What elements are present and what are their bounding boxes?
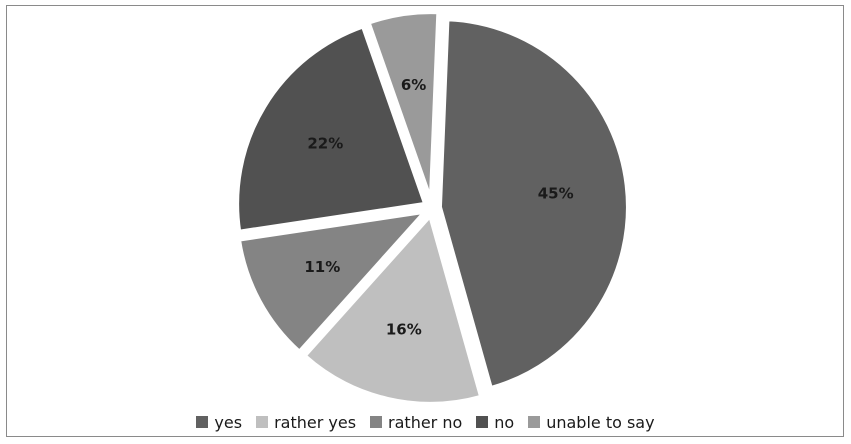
pie-slice-unable-to-say: [366, 10, 441, 201]
legend-swatch: [370, 416, 383, 428]
pie-slice-no: [235, 23, 428, 234]
legend-item-rather-yes: rather yes: [256, 413, 356, 432]
legend-item-rather-no: rather no: [370, 413, 462, 432]
data-label-rather-no: 11%: [304, 258, 340, 276]
pie-slice-yes: [437, 17, 630, 391]
pie-slice-rather-yes: [301, 211, 484, 406]
legend-item-yes: yes: [196, 413, 242, 432]
legend-label: rather yes: [274, 412, 357, 432]
legend-swatch: [528, 416, 541, 428]
legend-label: yes: [214, 412, 243, 432]
legend-swatch: [256, 416, 269, 428]
pie-chart: 45% 16% 11% 22% 6%: [235, 10, 630, 406]
data-label-no: 22%: [307, 135, 343, 153]
data-label-yes: 45%: [538, 184, 574, 202]
legend-label: unable to say: [546, 412, 655, 432]
legend: yes rather yes rather no no unable to say: [0, 410, 851, 434]
legend-label: rather no: [388, 412, 463, 432]
legend-item-unable-to-say: unable to say: [528, 412, 655, 432]
legend-swatch: [476, 416, 489, 428]
legend-swatch: [196, 416, 209, 428]
data-label-rather-yes: 16%: [386, 320, 422, 338]
legend-item-no: no: [476, 413, 514, 432]
data-label-unable-to-say: 6%: [401, 76, 426, 94]
pie-slice-rather-no: [236, 208, 431, 355]
legend-label: no: [494, 412, 515, 432]
